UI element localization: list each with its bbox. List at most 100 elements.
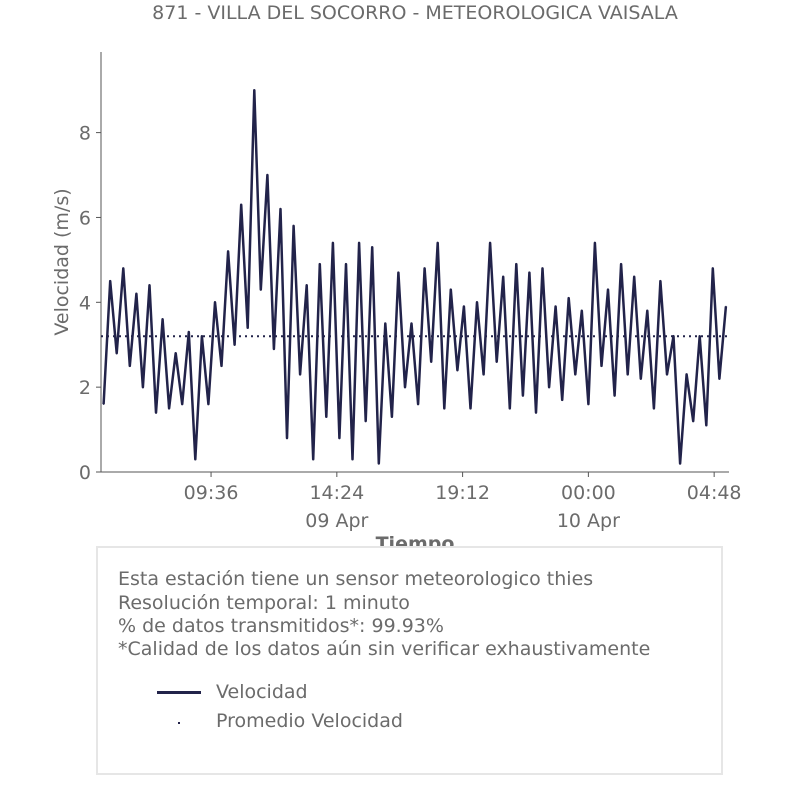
data-point-velocidad — [168, 407, 170, 410]
data-point-velocidad — [639, 377, 642, 380]
data-point-velocidad — [672, 335, 675, 338]
x-tick-date-label: 10 Apr — [557, 510, 620, 532]
data-point-velocidad — [181, 403, 184, 405]
data-point-velocidad — [679, 462, 681, 465]
info-resolution: Resolución temporal: 1 minuto — [118, 592, 410, 614]
y-axis-label: Velocidad (m/s) — [51, 188, 73, 335]
chart-plot: 0 2 4 6 8 09:36 14:24 09 Apr 19:12 00:00 10 Apr 04:… — [51, 52, 742, 532]
data-point-velocidad — [312, 458, 315, 461]
data-point-velocidad — [155, 411, 157, 414]
legend-dot-promedio — [178, 722, 180, 724]
data-point-velocidad — [685, 373, 688, 376]
data-point-velocidad — [646, 309, 649, 312]
data-point-velocidad — [286, 437, 288, 439]
data-point-velocidad — [410, 322, 413, 325]
y-tick-label: 8 — [79, 123, 91, 145]
data-point-velocidad — [115, 352, 118, 355]
data-point-velocidad — [581, 309, 583, 312]
data-point-velocidad — [240, 203, 242, 206]
data-point-velocidad — [338, 437, 341, 439]
data-point-velocidad — [371, 246, 374, 248]
legend-label-velocidad: Velocidad — [216, 681, 308, 703]
legend-label-promedio: Promedio Velocidad — [216, 710, 403, 732]
data-point-velocidad — [122, 267, 125, 270]
data-point-velocidad — [299, 373, 301, 376]
data-point-velocidad — [417, 403, 419, 405]
data-point-velocidad — [305, 284, 308, 287]
y-tick-label: 6 — [79, 207, 91, 229]
data-point-velocidad — [364, 420, 367, 422]
y-tick-label: 4 — [79, 292, 91, 314]
data-point-velocidad — [522, 394, 524, 397]
data-point-velocidad — [404, 386, 406, 388]
data-point-velocidad — [129, 365, 131, 367]
data-point-velocidad — [548, 386, 550, 388]
data-point-velocidad — [515, 263, 518, 265]
data-point-velocidad — [698, 335, 701, 338]
x-tick-label: 14:24 — [309, 482, 364, 504]
data-point-velocidad — [450, 288, 452, 291]
data-point-velocidad — [705, 424, 708, 427]
data-point-velocidad — [712, 267, 714, 270]
data-point-velocidad — [391, 416, 393, 418]
data-point-velocidad — [345, 263, 347, 265]
info-legend-box: Esta estación tiene un sensor meteorolog… — [96, 546, 723, 775]
data-point-velocidad — [318, 263, 321, 265]
data-point-velocidad — [659, 280, 662, 282]
data-point-velocidad — [220, 365, 223, 367]
data-point-velocidad — [456, 369, 459, 371]
chart-title: 871 - VILLA DEL SOCORRO - METEOROLOGICA … — [152, 2, 678, 24]
data-point-velocidad — [201, 335, 203, 338]
data-point-velocidad — [626, 373, 629, 376]
data-point-velocidad — [561, 399, 563, 401]
info-sensor: Esta estación tiene un sensor meteorolog… — [118, 568, 594, 590]
data-point-velocidad — [325, 416, 328, 418]
data-point-velocidad — [161, 318, 164, 321]
data-point-velocidad — [633, 276, 636, 278]
y-tick-label: 2 — [79, 377, 91, 399]
data-point-velocidad — [102, 403, 105, 405]
data-point-velocidad — [109, 280, 111, 282]
data-point-velocidad — [476, 301, 478, 304]
data-point-velocidad — [436, 242, 439, 244]
data-point-velocidad — [273, 348, 275, 350]
data-point-velocidad — [443, 407, 446, 410]
x-tick-label: 19:12 — [435, 482, 490, 504]
data-point-velocidad — [502, 276, 505, 278]
data-point-velocidad — [430, 360, 432, 363]
data-point-velocidad — [620, 263, 622, 265]
data-point-velocidad — [574, 373, 577, 376]
data-point-velocidad — [554, 305, 557, 308]
data-point-velocidad — [469, 407, 472, 410]
data-point-velocidad — [489, 242, 491, 244]
data-point-velocidad — [594, 242, 596, 244]
data-point-velocidad — [463, 305, 465, 308]
data-point-velocidad — [535, 411, 537, 414]
data-point-velocidad — [607, 288, 609, 291]
data-point-velocidad — [377, 462, 380, 465]
data-point-velocidad — [718, 377, 721, 380]
x-tick-label: 09:36 — [184, 482, 239, 504]
data-point-velocidad — [653, 407, 655, 410]
data-point-velocidad — [666, 373, 668, 376]
data-point-velocidad — [351, 458, 354, 461]
data-point-velocidad — [692, 420, 694, 422]
data-point-velocidad — [567, 297, 570, 299]
data-point-velocidad — [194, 458, 197, 461]
info-transmitted: % de datos transmitidos*: 99.93% — [118, 615, 444, 637]
data-point-velocidad — [227, 250, 229, 253]
data-point-velocidad — [207, 403, 210, 405]
data-point-velocidad — [135, 293, 138, 295]
data-point-velocidad — [358, 242, 360, 244]
data-point-velocidad — [279, 208, 282, 210]
info-quality: *Calidad de los datos aún sin verificar … — [118, 638, 651, 660]
data-point-velocidad — [332, 242, 334, 244]
data-point-velocidad — [246, 326, 249, 329]
data-point-velocidad — [214, 301, 216, 304]
data-point-velocidad — [541, 267, 544, 270]
data-point-velocidad — [508, 407, 511, 410]
data-point-velocidad — [600, 365, 603, 367]
data-point-velocidad — [142, 386, 144, 388]
data-point-velocidad — [384, 322, 387, 325]
data-point-velocidad — [174, 352, 177, 355]
